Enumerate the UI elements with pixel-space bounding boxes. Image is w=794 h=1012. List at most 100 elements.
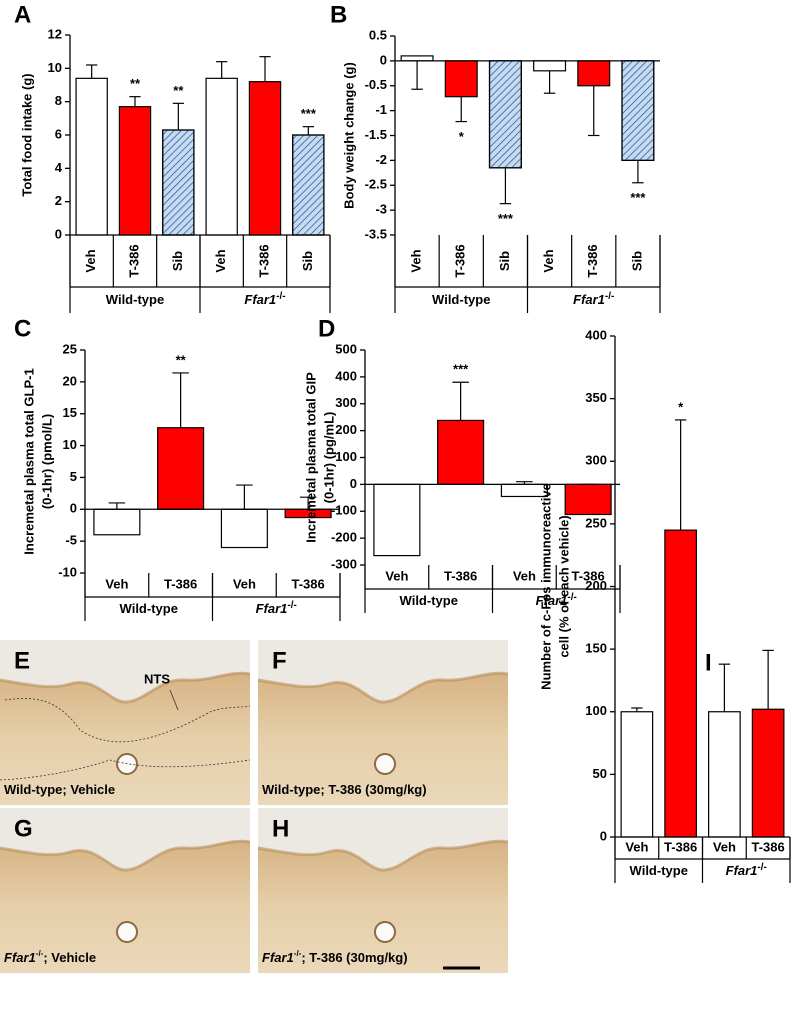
text-run: -/- bbox=[36, 949, 44, 958]
text-run: Wild-type bbox=[120, 601, 178, 616]
bar bbox=[205, 77, 238, 236]
bar-hatch bbox=[162, 129, 195, 236]
tissue-edge bbox=[257, 671, 509, 704]
text-run: -/- bbox=[276, 291, 285, 302]
y-axis-label: Incremetal plasma total GLP-1 bbox=[21, 368, 36, 554]
y-tick-label: 100 bbox=[335, 449, 357, 464]
panel-label: E bbox=[14, 647, 30, 674]
text-run: Wild-type; T-386 (30mg/kg) bbox=[262, 782, 427, 797]
group-label: Wild-type bbox=[106, 292, 164, 307]
tissue-edge bbox=[257, 839, 509, 872]
bar bbox=[708, 711, 741, 838]
bar bbox=[664, 529, 697, 838]
bar bbox=[248, 81, 282, 236]
y-tick-label: -200 bbox=[331, 530, 357, 545]
tissue bbox=[0, 841, 250, 973]
tissue bbox=[258, 673, 508, 805]
text-run: Ffar1 bbox=[573, 292, 605, 307]
x-tick-label: T-386 bbox=[752, 839, 785, 854]
y-axis-label: Total food intake (g) bbox=[19, 73, 34, 196]
x-tick-label: Veh bbox=[713, 839, 736, 854]
y-axis-label: Number of c-Fos immunoreactive bbox=[538, 483, 553, 690]
x-tick-label: Veh bbox=[541, 249, 556, 272]
text-run: Wild-type bbox=[432, 292, 490, 307]
y-tick-label: 300 bbox=[335, 395, 357, 410]
significance-label: *** bbox=[498, 211, 514, 226]
y-tick-label: 10 bbox=[63, 437, 77, 452]
x-tick-label: Veh bbox=[409, 249, 424, 272]
bar-hatch bbox=[292, 134, 325, 236]
y-axis-label: cell (% of each vehicle) bbox=[556, 515, 571, 657]
panel-label: A bbox=[14, 1, 31, 28]
y-axis-label: (0-1hr) (pg/mL) bbox=[321, 412, 336, 504]
central-canal bbox=[374, 753, 396, 775]
group-label: Ffar1-/- bbox=[244, 291, 285, 308]
text-run: -/- bbox=[287, 600, 296, 611]
x-tick-label: Veh bbox=[385, 568, 408, 583]
bar bbox=[437, 419, 485, 485]
x-tick-label: T-386 bbox=[585, 244, 600, 277]
group-label: Ffar1-/- bbox=[726, 862, 767, 879]
x-tick-label: Veh bbox=[105, 576, 128, 591]
y-tick-label: 300 bbox=[585, 453, 607, 468]
micrograph: F Wild-type; T-386 (30mg/kg) bbox=[257, 640, 509, 805]
x-tick-label: T-386 bbox=[164, 576, 197, 591]
text-run: Ffar1 bbox=[244, 292, 276, 307]
x-tick-label: T-386 bbox=[292, 576, 325, 591]
text-run: Wild-type bbox=[400, 593, 458, 608]
panel-label: G bbox=[14, 815, 33, 842]
text-run: -/- bbox=[757, 862, 766, 873]
panel-label: H bbox=[272, 815, 289, 842]
x-tick-label: Veh bbox=[83, 249, 98, 272]
y-tick-label: 10 bbox=[48, 60, 62, 75]
text-run: Wild-type bbox=[106, 292, 164, 307]
tissue bbox=[0, 673, 250, 805]
text-run: Ffar1 bbox=[4, 950, 36, 965]
y-tick-label: 5 bbox=[70, 469, 77, 484]
panel-label: D bbox=[318, 315, 335, 342]
x-tick-label: T-386 bbox=[572, 568, 605, 583]
y-tick-label: -3.5 bbox=[365, 226, 387, 241]
y-tick-label: -10 bbox=[58, 564, 77, 579]
significance-label: ** bbox=[176, 352, 187, 367]
bar bbox=[620, 711, 654, 838]
significance-label: *** bbox=[453, 362, 469, 377]
x-tick-label: Sib bbox=[300, 251, 315, 271]
text-run: -/- bbox=[567, 592, 576, 603]
tissue-edge bbox=[0, 839, 251, 872]
significance-label: *** bbox=[301, 106, 317, 121]
group-label: Ffar1-/- bbox=[573, 291, 614, 308]
bar bbox=[444, 60, 478, 98]
y-tick-label: 0.5 bbox=[369, 27, 387, 42]
y-tick-label: 200 bbox=[585, 578, 607, 593]
bar-hatch bbox=[621, 60, 655, 161]
x-tick-label: T-386 bbox=[444, 568, 477, 583]
y-tick-label: 15 bbox=[63, 405, 77, 420]
text-run: ; T-386 (30mg/kg) bbox=[301, 950, 407, 965]
bar bbox=[75, 77, 108, 236]
y-tick-label: 350 bbox=[585, 390, 607, 405]
significance-label: ** bbox=[130, 76, 141, 91]
x-tick-label: T-386 bbox=[126, 244, 141, 277]
y-axis-label: Body weight change (g) bbox=[341, 62, 356, 209]
bar bbox=[533, 60, 567, 72]
panel-label: I bbox=[705, 649, 712, 676]
x-tick-label: Sib bbox=[629, 251, 644, 271]
central-canal bbox=[374, 921, 396, 943]
y-tick-label: -3 bbox=[375, 202, 387, 217]
y-tick-label: 0 bbox=[380, 52, 387, 67]
significance-label: * bbox=[459, 129, 465, 144]
y-tick-label: 100 bbox=[585, 703, 607, 718]
image-caption: Wild-type; T-386 (30mg/kg) bbox=[262, 782, 427, 797]
micrograph: G Ffar1-/-; Vehicle bbox=[0, 808, 251, 973]
y-tick-label: 150 bbox=[585, 641, 607, 656]
x-tick-label: Veh bbox=[213, 249, 228, 272]
x-tick-label: Sib bbox=[170, 251, 185, 271]
text-run: Ffar1 bbox=[536, 593, 568, 608]
x-tick-label: Veh bbox=[513, 568, 536, 583]
nts-outline bbox=[4, 698, 251, 743]
group-label: Wild-type bbox=[432, 292, 490, 307]
group-label: Wild-type bbox=[400, 593, 458, 608]
y-tick-label: 2 bbox=[55, 193, 62, 208]
